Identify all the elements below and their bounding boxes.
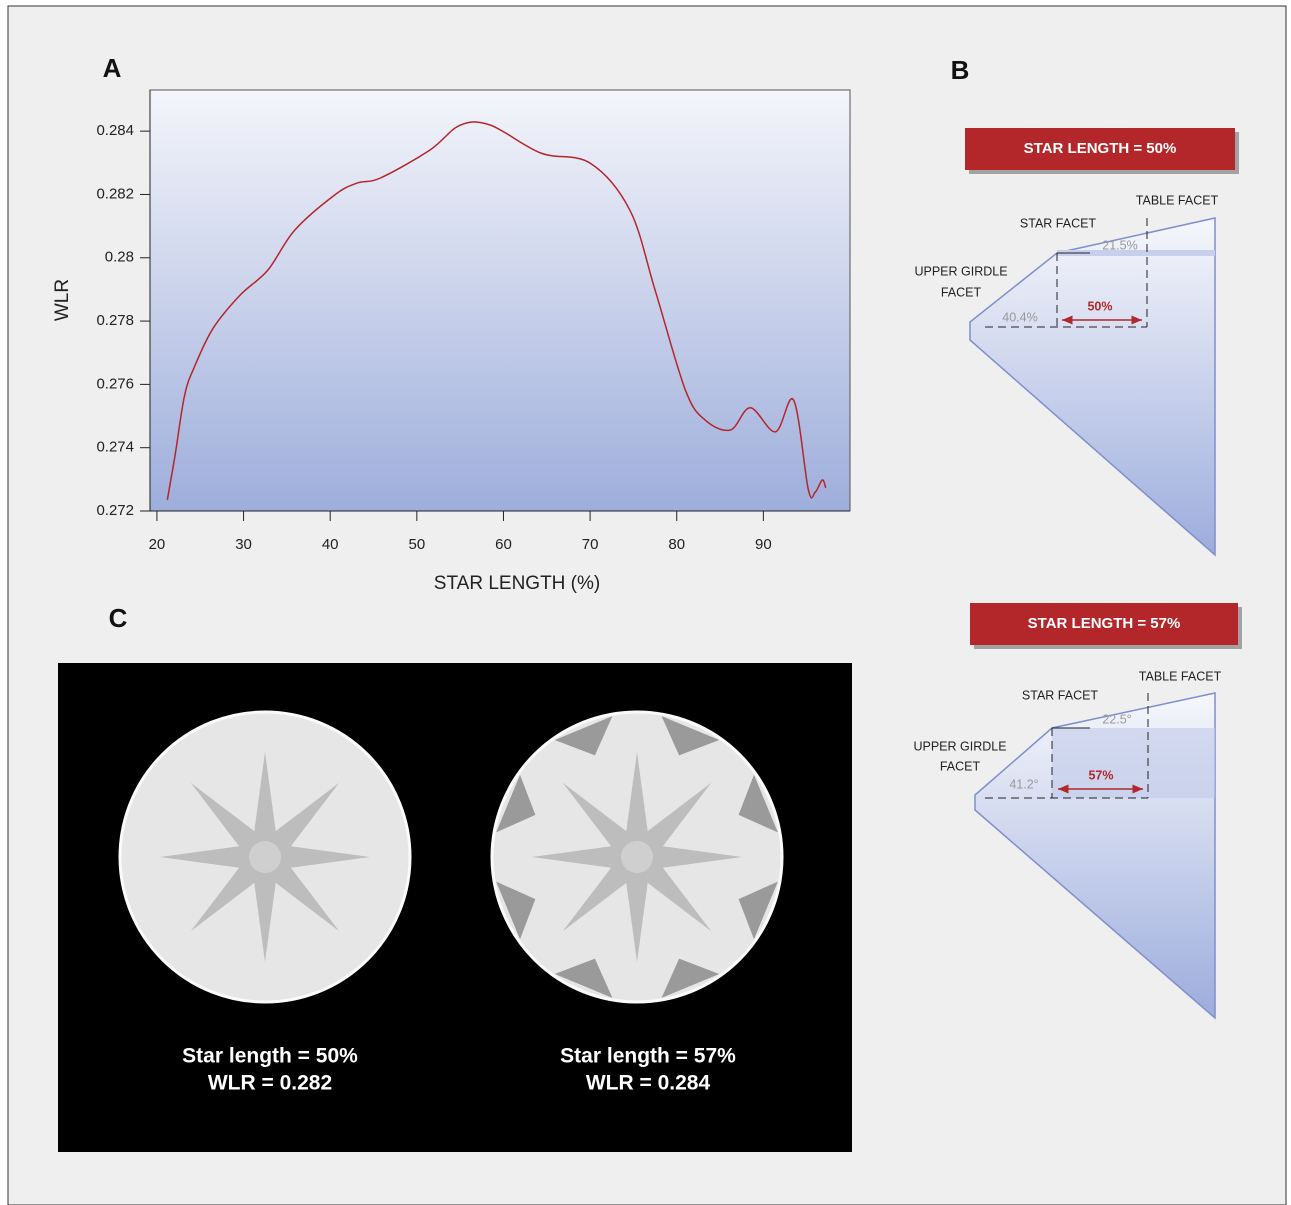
y-tick-label: 0.276 (96, 375, 134, 392)
girdle-label: UPPER GIRDLE (914, 264, 1007, 278)
banner (970, 603, 1238, 645)
star-angle: 22.5° (1102, 712, 1131, 726)
diagram: STAR LENGTH = 50% 50% 21.5% 40.4% TABLE … (914, 128, 1239, 557)
x-tick-label: 40 (322, 536, 339, 553)
x-tick-label: 70 (582, 536, 599, 553)
culet (621, 841, 653, 873)
facet-shadow (496, 881, 536, 940)
y-axis-label: WLR (52, 279, 73, 321)
x-tick-label: 30 (235, 536, 252, 553)
x-tick-label: 80 (668, 536, 685, 553)
facet-shadow (554, 716, 613, 756)
facet-shadow (738, 774, 778, 833)
banner-text: STAR LENGTH = 50% (1024, 140, 1177, 157)
y-tick-label: 0.284 (96, 122, 134, 139)
facet-band (1052, 728, 1215, 798)
facet-shadow (661, 716, 720, 756)
girdle-label: FACET (940, 759, 981, 773)
rendering-panel: Star length = 50% WLR = 0.282 Star lengt… (58, 663, 852, 1152)
y-tick-label: 0.272 (96, 502, 134, 519)
star-label: STAR FACET (1020, 216, 1097, 230)
length-label: 50% (1087, 299, 1112, 313)
y-tick-label: 0.282 (96, 185, 134, 202)
data-line (166, 121, 827, 501)
x-tick-label: 20 (149, 536, 166, 553)
girdle-label: FACET (941, 285, 982, 299)
star-angle: 21.5% (1102, 238, 1137, 252)
girdle-angle: 40.4% (1002, 310, 1037, 324)
x-tick-label: 50 (408, 536, 425, 553)
facet-shadow (554, 958, 613, 998)
render-wlr: WLR = 0.282 (208, 1072, 332, 1095)
y-tick-label: 0.278 (96, 312, 134, 329)
panel-label: A (103, 53, 122, 83)
diagram: STAR LENGTH = 57% 57% 22.5° 41.2° TABLE … (913, 603, 1242, 1020)
table-label: TABLE FACET (1139, 669, 1222, 683)
x-tick-label: 60 (495, 536, 512, 553)
girdle-angle: 41.2° (1009, 777, 1038, 791)
facet-shadow (661, 958, 720, 998)
culet (249, 841, 281, 873)
star-label: STAR FACET (1022, 688, 1099, 702)
facet-shadow (738, 881, 778, 940)
length-label: 57% (1088, 768, 1113, 782)
panel-label: B (951, 55, 970, 85)
y-tick-label: 0.274 (96, 439, 134, 456)
render-wlr: WLR = 0.284 (586, 1072, 711, 1095)
y-tick-label: 0.28 (105, 249, 134, 266)
banner-text: STAR LENGTH = 57% (1028, 615, 1181, 632)
banner (965, 128, 1235, 170)
plot-area (149, 89, 851, 512)
render-caption: Star length = 50% (182, 1045, 358, 1068)
girdle-label: UPPER GIRDLE (913, 739, 1006, 753)
panel-label: C (109, 603, 128, 633)
table-label: TABLE FACET (1136, 193, 1219, 207)
gem-outline (969, 217, 1216, 557)
render-caption: Star length = 57% (560, 1045, 736, 1068)
x-tick-label: 90 (755, 536, 772, 553)
x-axis-label: STAR LENGTH (%) (434, 573, 600, 594)
chart: STAR LENGTH (%) WLR 0.272 0.274 0.276 0.278… (52, 89, 851, 594)
facet-shadow (496, 774, 536, 833)
